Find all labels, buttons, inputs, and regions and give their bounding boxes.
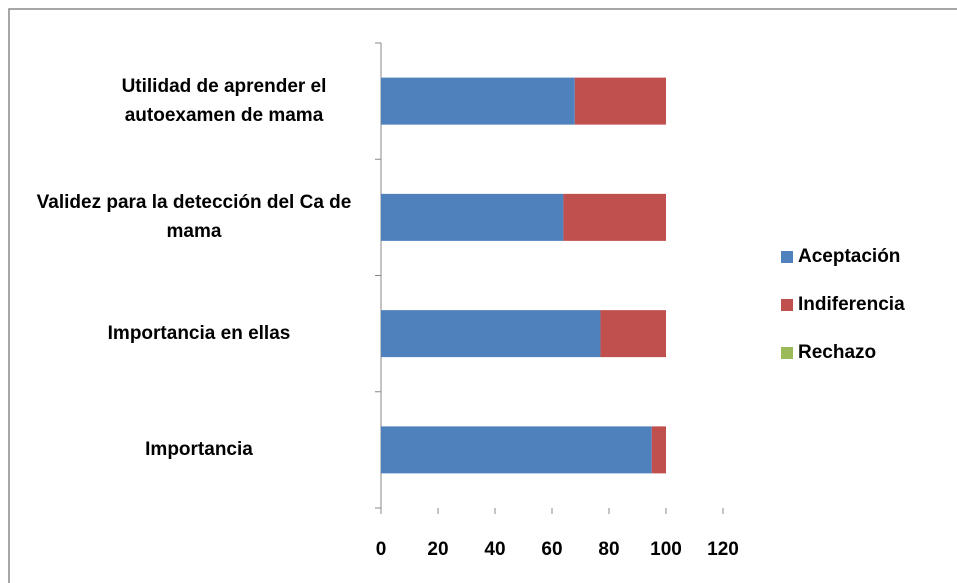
legend-label: Indiferencia xyxy=(798,294,905,315)
x-tick-label: 0 xyxy=(376,539,387,560)
x-tick-label: 20 xyxy=(427,539,448,560)
x-tick-label: 60 xyxy=(541,539,562,560)
legend-label: Aceptación xyxy=(798,246,900,267)
chart-frame xyxy=(8,8,957,583)
x-tick-label: 120 xyxy=(707,539,739,560)
x-tick-label: 100 xyxy=(650,539,682,560)
legend-swatch xyxy=(781,299,793,311)
bar-segment xyxy=(381,426,652,474)
bar-segment xyxy=(381,77,575,125)
bar-segment xyxy=(381,193,564,241)
category-label: Validez para la detección del Ca de mama xyxy=(36,192,352,243)
legend-label: Rechazo xyxy=(798,342,876,363)
category-label: Utilidad de aprender el autoexamen de ma… xyxy=(121,76,327,127)
bar-segment xyxy=(574,77,666,125)
category-label: Importancia en ellas xyxy=(107,323,291,345)
category-label: Importancia xyxy=(145,439,253,461)
x-tick-label: 80 xyxy=(598,539,619,560)
bar-segment xyxy=(563,193,666,241)
x-tick-label: 40 xyxy=(484,539,505,560)
bar-segment xyxy=(600,310,666,358)
legend-swatch xyxy=(781,347,793,359)
bar-segment xyxy=(651,426,666,474)
legend-swatch xyxy=(781,251,793,263)
bar-segment xyxy=(381,310,601,358)
